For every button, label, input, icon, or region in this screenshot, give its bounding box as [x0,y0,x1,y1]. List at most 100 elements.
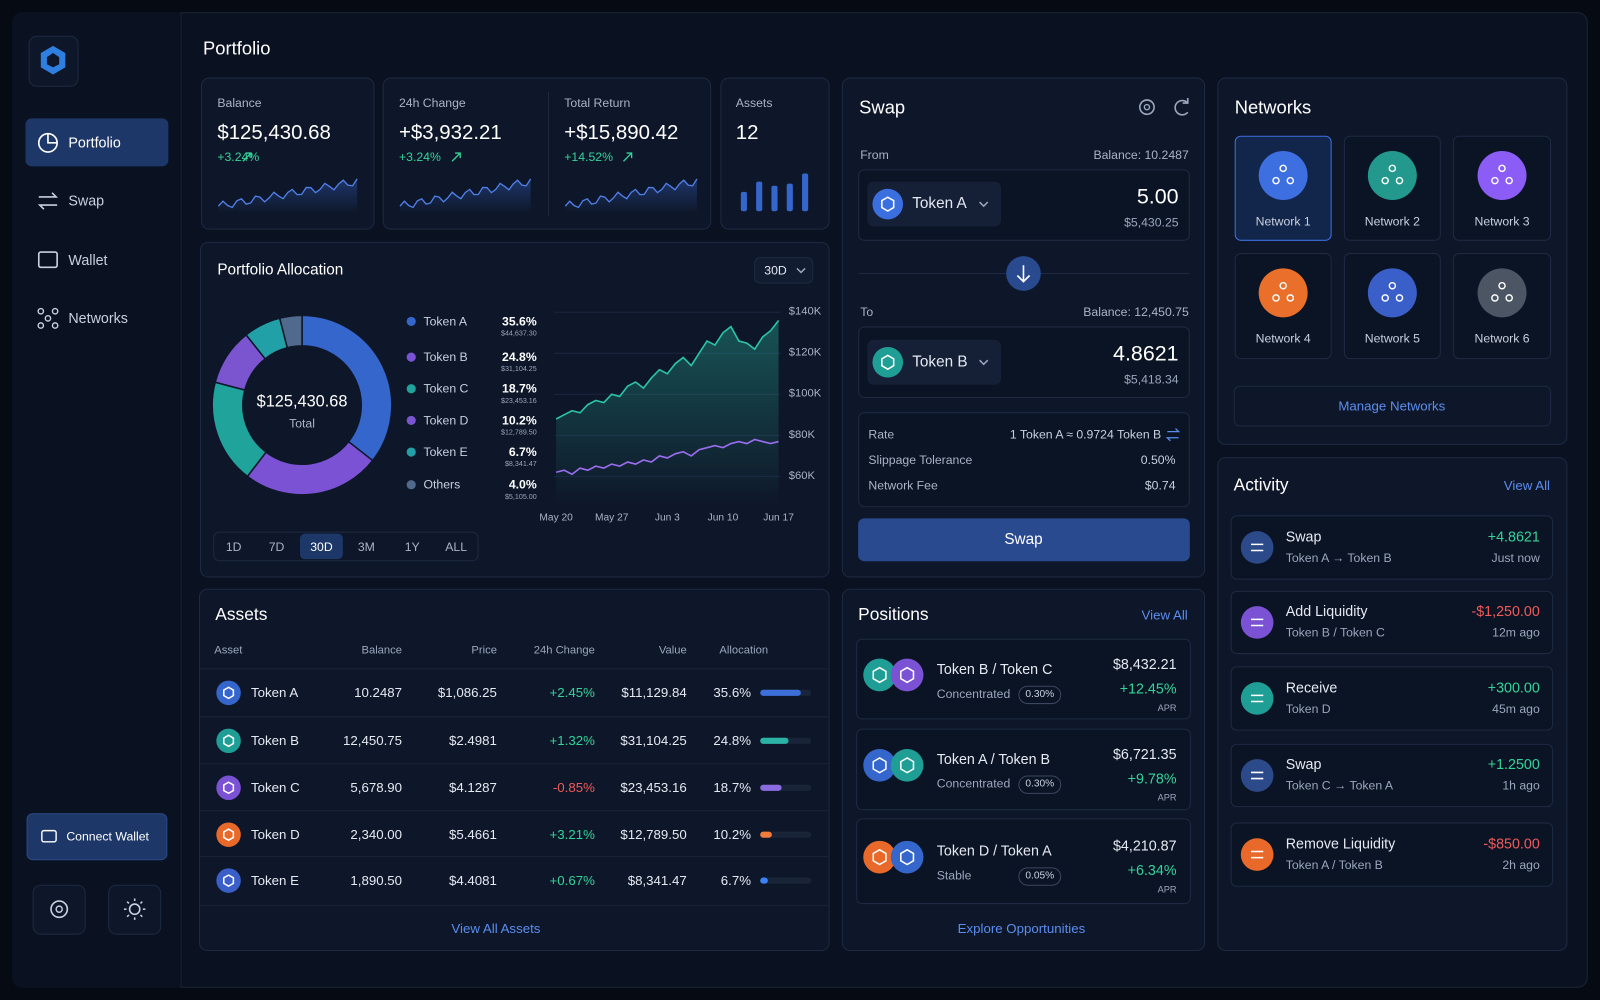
stat-label: Assets [735,95,773,111]
detail-value: $0.74 [1144,478,1176,493]
manage-networks[interactable] [1233,385,1552,427]
x-tick-label: Jun 10 [707,512,739,524]
activity-amount: -$1,250.00 [1471,602,1540,619]
panel-title: Positions [858,604,929,625]
asset-name: Token C [251,779,300,796]
apr-label: APR [1157,884,1177,895]
stat-value: +$3,932.21 [398,121,502,144]
button-label: Connect Wallet [66,829,149,844]
link[interactable]: Explore Opportunities [957,920,1086,936]
link[interactable]: View All Assets [451,920,541,936]
link[interactable]: View All [1503,477,1550,494]
asset-allocation: 35.6% [713,684,752,701]
range-button[interactable]: 3M [357,539,375,554]
x-tick-label: May 20 [539,512,573,524]
activity-title: Swap [1285,527,1322,544]
activity-detail: Token D [1285,701,1331,716]
legend-amount: $5,105.00 [504,493,537,501]
network-label: Network 6 [1474,331,1530,346]
theme-button[interactable] [108,884,162,935]
details-box [858,412,1190,508]
legend-value: 18.7% [502,381,537,396]
position-value: $6,721.35 [1112,745,1177,762]
legend-amount: $23,453.16 [500,397,537,405]
detail-label: Slippage Tolerance [868,452,973,468]
stat-label: Balance [217,95,262,111]
panel-title: Assets [215,604,268,625]
activity-item [1230,515,1554,580]
column-header: Value [658,644,687,657]
asset-value: $23,453.16 [620,779,687,796]
nav-item[interactable]: Portfolio [68,134,121,151]
activity-title: Remove Liquidity [1285,834,1396,852]
activity-item [1230,743,1554,808]
activity-item [1230,590,1554,655]
activity-time: 12m ago [1492,625,1540,640]
range-button[interactable]: 1Y [404,539,420,554]
asset-price: $4.4081 [448,872,497,888]
legend-value: 6.7% [508,444,537,459]
apr-label: APR [1157,702,1177,713]
asset-allocation: 10.2% [713,826,752,843]
token-name: Token A [912,194,967,213]
column-header: Asset [214,644,243,657]
activity-amount: +300.00 [1487,678,1540,696]
range-button[interactable]: 30D [310,539,333,554]
logo-box [28,35,79,87]
range-group [213,531,479,562]
fee: 0.30% [1025,688,1055,700]
stat-change: +14.52% [564,149,613,165]
range-button[interactable]: 7D [268,539,285,554]
page-title: Portfolio [203,37,271,59]
detail-value: 0.50% [1140,452,1176,468]
settings-button[interactable] [32,884,86,935]
column-header: Balance [361,644,403,657]
asset-price: $4.1287 [448,779,497,796]
stat-change: +3.24% [217,149,260,165]
fee-pill [1018,685,1062,704]
position-pair: Token B / Token C [936,660,1053,677]
column-header: Allocation [719,644,769,657]
amount: 4.8621 [1113,342,1179,366]
link[interactable]: View All [1141,607,1188,623]
panel-title: Portfolio Allocation [217,261,344,279]
row-divider [199,763,829,765]
row-divider [199,716,829,718]
button-label: Swap [1004,530,1043,548]
nav-item[interactable]: Networks [68,309,128,327]
stat-value: 12 [735,121,759,144]
range-button[interactable]: ALL [445,539,468,554]
asset-change: +0.67% [549,872,595,888]
activity-amount: -$850.00 [1483,834,1540,852]
network-label: Network 5 [1364,331,1420,346]
activity-detail: Token C → Token A [1285,778,1394,793]
asset-allocation: 18.7% [713,779,752,796]
network-label: Network 1 [1255,214,1311,229]
donut-total: $125,430.68 [256,393,348,411]
legend-label: Others [423,477,461,492]
asset-balance: 1,890.50 [350,872,403,888]
column-header: Price [471,644,497,657]
asset-allocation: 24.8% [713,732,752,749]
detail-label: Network Fee [868,478,938,493]
position-pair: Token A / Token B [936,750,1051,767]
range-button[interactable]: 1D [225,539,242,554]
nav-item[interactable]: Wallet [68,251,108,268]
activity-time: 45m ago [1492,701,1540,716]
panel-title: Swap [859,97,906,118]
position-apr: +12.45% [1119,679,1177,697]
swap-button[interactable] [858,518,1190,562]
panel-title: Activity [1233,475,1289,495]
network-label: Network 3 [1474,214,1530,229]
x-tick-label: Jun 3 [654,512,680,524]
field-balance: Balance: 12,450.75 [1083,304,1189,320]
amount-usd: $5,418.34 [1124,372,1179,387]
activity-detail: Token A → Token B [1285,550,1392,565]
activity-time: 1h ago [1502,778,1540,793]
asset-allocation: 6.7% [720,872,752,888]
asset-name: Token D [251,826,300,843]
asset-balance: 5,678.90 [350,779,403,796]
nav-item[interactable]: Swap [68,192,105,209]
network-label: Network 4 [1255,331,1311,346]
fee-pill [1018,775,1062,794]
